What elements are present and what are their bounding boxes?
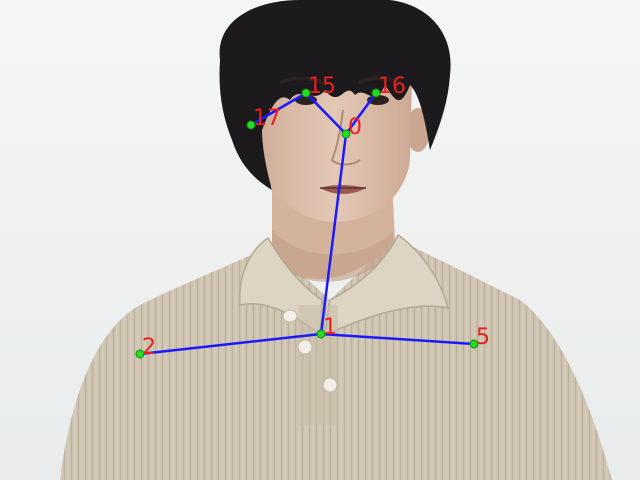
- shirt-button: [297, 339, 313, 355]
- skeleton-edge-0-1: [319, 133, 348, 335]
- skeleton-edge-15-17: [250, 91, 307, 127]
- keypoint-label-2: 2: [142, 335, 156, 360]
- keypoint-label-1: 1: [323, 315, 337, 340]
- keypoint-label-5: 5: [476, 325, 490, 350]
- pose-keypoints: 0 1 2 5 15 16 17: [135, 74, 490, 360]
- skeleton-edge-1-2: [139, 332, 322, 356]
- keypoint-16: [371, 88, 381, 98]
- keypoint-label-16: 16: [378, 74, 406, 99]
- shirt-button: [322, 377, 338, 393]
- right-ear: [406, 108, 430, 152]
- keypoint-2: [135, 349, 145, 359]
- keypoint-label-0: 0: [348, 115, 362, 140]
- keypoint-1: [316, 329, 326, 339]
- pose-skeleton: [139, 91, 475, 356]
- hair: [219, 0, 451, 190]
- shirt-button: [282, 309, 298, 323]
- keypoint-15: [301, 88, 311, 98]
- left-eyebrow: [280, 76, 327, 86]
- skeleton-edge-1-5: [320, 332, 475, 346]
- keypoint-5: [469, 339, 479, 349]
- neck-shadow: [272, 230, 394, 282]
- skeleton-edge-0-16: [344, 92, 378, 135]
- keypoint-label-15: 15: [308, 74, 336, 99]
- keypoint-label-17: 17: [253, 106, 281, 131]
- keypoint-17: [246, 120, 256, 130]
- collar-right: [324, 233, 450, 337]
- keypoint-0: [341, 129, 351, 139]
- shirt-placket: [298, 305, 338, 425]
- skeleton-edge-0-15: [305, 92, 347, 135]
- right-eyebrow: [358, 76, 400, 84]
